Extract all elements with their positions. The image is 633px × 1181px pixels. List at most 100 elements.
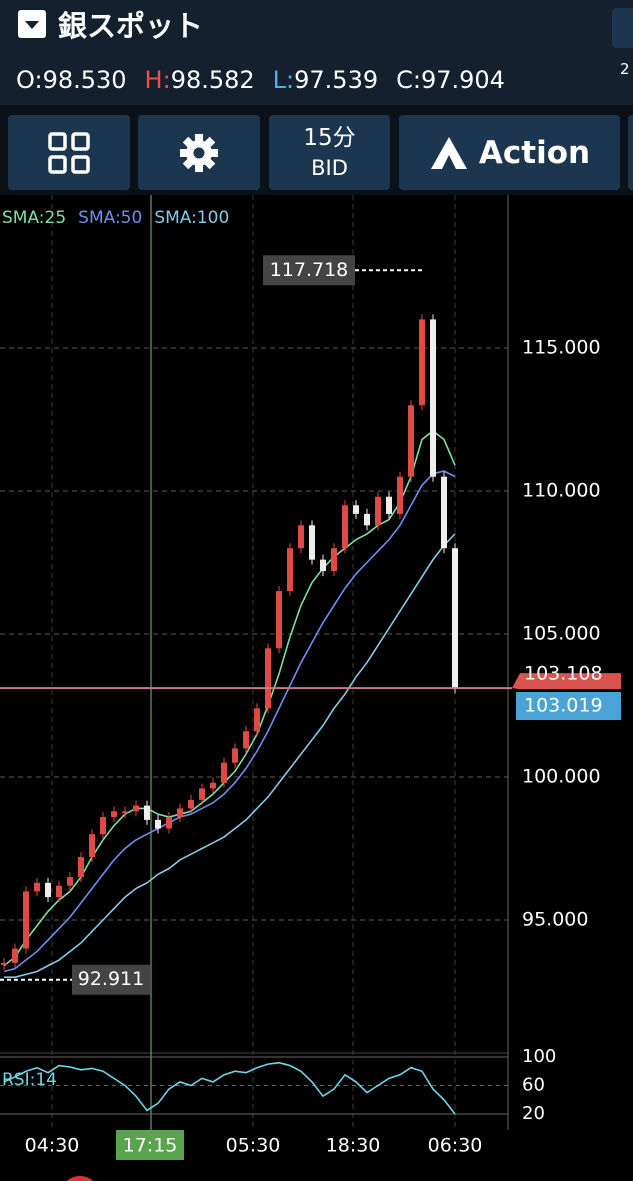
x-tick-label: 17:15 [123,1135,178,1157]
candle [232,748,238,763]
x-tick-label: 18:30 [326,1135,381,1157]
title: 銀スポット [58,9,204,43]
candle [199,788,205,800]
candle [276,591,282,649]
candle [254,708,260,732]
ohlc-value: 97.539 [294,66,379,94]
candle [100,817,106,835]
low-label: 92.911 [78,968,144,990]
interval: 15分 [303,124,356,151]
candle [155,819,161,829]
candle [243,731,249,749]
x-tick-label: 05:30 [226,1135,281,1157]
ohlc-label: L: [272,66,295,94]
interval-button[interactable]: 15分 BID [269,115,390,190]
legend-entry: SMA:50 [78,208,142,228]
ohlc-value: 98.582 [170,66,255,94]
candle [34,882,40,892]
low-label-box [72,964,150,995]
edge-button[interactable] [612,8,633,48]
candle [441,476,447,549]
settings-button[interactable] [138,115,260,190]
y-tick-label: 100.000 [522,766,601,788]
ohlc-value: 97.904 [420,66,505,94]
rsi-tick-label: 100 [522,1046,556,1067]
candle [452,548,458,689]
candle [67,877,73,886]
ohlc-item: L:97.539 [273,66,378,94]
candle [78,857,84,878]
candle [1,962,7,965]
candle [386,496,392,514]
ask-label: 103.108 [524,663,603,685]
candle [408,405,414,477]
edge-button[interactable] [628,115,633,190]
candle [12,948,18,963]
candle [111,811,117,818]
candle [287,548,293,592]
candle [23,891,29,949]
candle [375,496,381,526]
edge-text: 2 [620,60,630,78]
candle [430,319,436,477]
ohlc-item: O:98.530 [16,66,127,94]
candle [298,525,304,549]
candle [353,505,359,514]
ohlc-item: H:98.582 [145,66,255,94]
rsi-label: RSI:14 [2,1070,57,1090]
dropdown-icon[interactable] [16,8,48,40]
layout-button[interactable] [8,115,130,190]
header: 銀スポット O:98.530 H:98.582 L:97.539 C:97.904 2 [0,0,633,105]
sma-line [3,470,456,973]
candle [166,817,172,829]
ohlc-item: C:97.904 [396,66,505,94]
candle [133,805,139,812]
ohlc-value: 98.530 [42,66,127,94]
candle [89,834,95,858]
ohlc-label: C: [396,66,421,94]
high-label-box [263,255,355,286]
legend-entry: SMA:25 [2,208,66,228]
rsi-line [3,1061,456,1115]
ohlc: O:98.530 H:98.582 L:97.539 C:97.904 [16,66,505,94]
y-tick-label: 115.000 [522,337,601,359]
candle [45,882,51,898]
price-side: BID [311,155,348,180]
cursor-time-box [116,1130,184,1160]
candle [309,525,315,560]
candle [188,799,194,809]
ask-box [512,673,621,690]
ohlc-label: O: [16,66,43,94]
candle [320,559,326,572]
sma-line [4,533,456,978]
toolbar: 15分 BID Action [0,105,633,195]
candle [56,885,62,898]
ohlc-label: H: [144,66,171,94]
candle [221,762,227,783]
candle [210,782,216,789]
corner-button [66,1176,94,1181]
bid-box [516,692,621,720]
candle [342,505,348,549]
candle [122,811,128,814]
candle [144,805,150,820]
action-label: Action [478,134,591,171]
y-tick-label: 110.000 [522,480,601,502]
candle [364,513,370,526]
action-button[interactable]: Action [399,115,620,190]
rsi-tick-label: 20 [522,1103,545,1124]
candle [397,476,403,514]
rsi-tick-label: 60 [522,1075,545,1096]
bid-label: 103.019 [524,695,603,717]
legend-entry: SMA:100 [154,208,229,228]
candle [177,808,183,818]
candle [419,319,425,406]
x-tick-label: 06:30 [428,1135,483,1157]
x-tick-label: 04:30 [25,1135,80,1157]
high-label: 117.718 [270,259,349,281]
y-tick-label: 95.000 [522,909,588,931]
candle [331,548,337,572]
candle [265,648,271,709]
